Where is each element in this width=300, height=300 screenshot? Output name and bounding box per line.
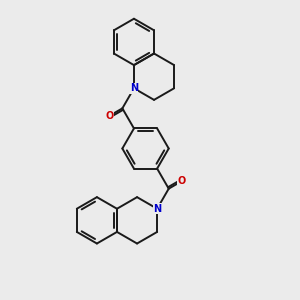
Text: O: O xyxy=(105,111,113,121)
Text: O: O xyxy=(178,176,186,186)
Text: N: N xyxy=(153,204,161,214)
Text: N: N xyxy=(130,83,138,93)
